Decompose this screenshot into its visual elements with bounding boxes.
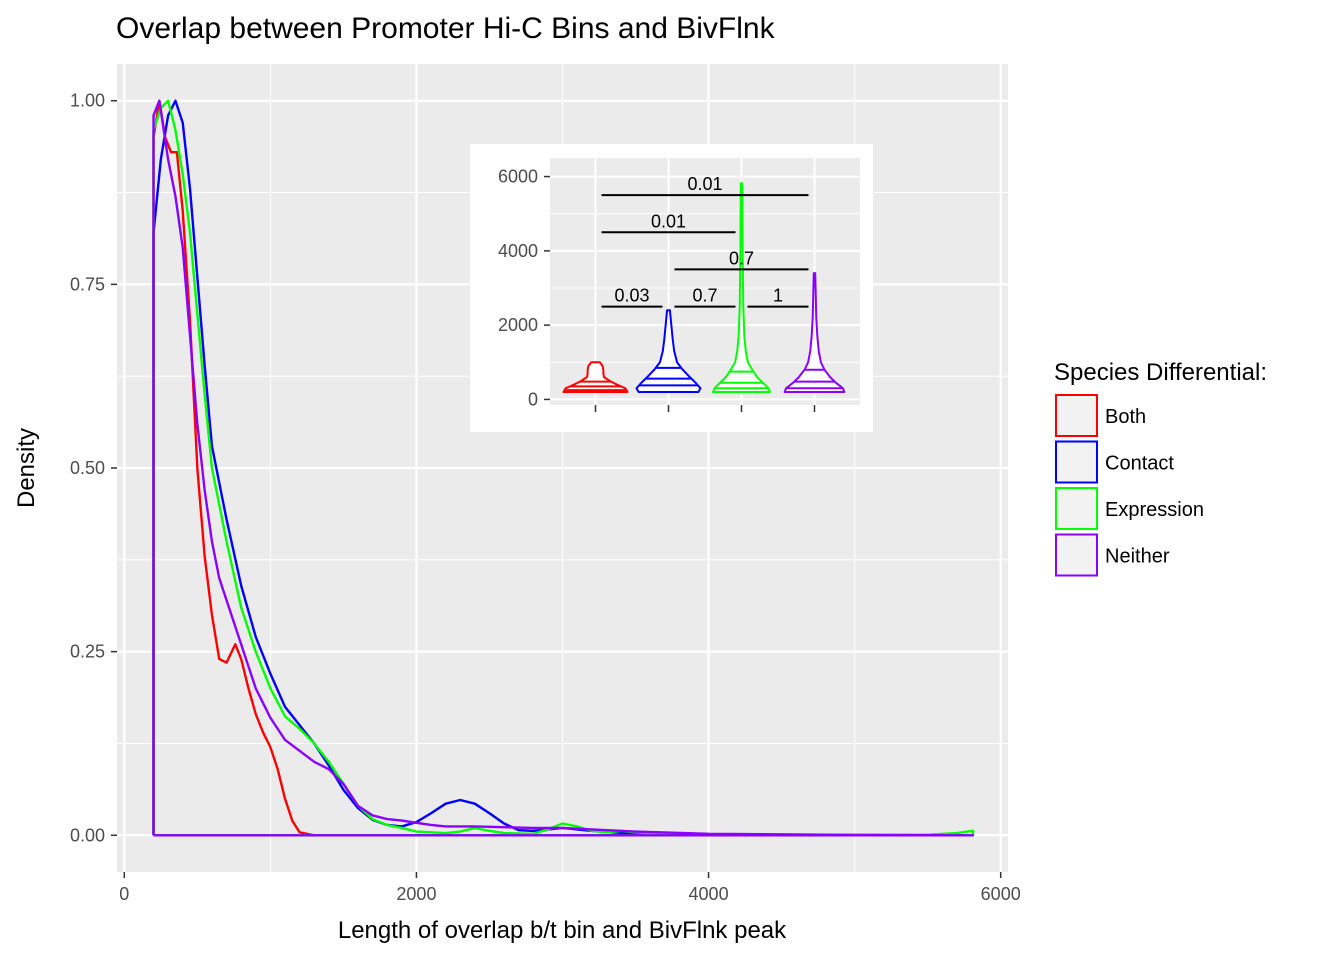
inset-violins xyxy=(562,182,846,393)
x-tick-label: 4000 xyxy=(689,884,729,904)
violin-contact xyxy=(635,309,702,393)
legend-key-neither xyxy=(1055,533,1098,577)
comparison-pvalue: 0.7 xyxy=(692,286,717,306)
legend-label-contact: Contact xyxy=(1105,453,1174,475)
comparison-pvalue: 0.7 xyxy=(729,248,754,268)
legend-label-both: Both xyxy=(1105,406,1146,428)
inset-comparisons: 0.03 0.7 1 0.7 0.010.01 xyxy=(601,174,809,308)
comparison-pvalue: 0.01 xyxy=(687,174,722,194)
density-curves xyxy=(152,99,975,837)
legend-key-contact xyxy=(1055,440,1098,484)
comparison-pvalue: 1 xyxy=(773,286,783,306)
comparison-pvalue: 0.01 xyxy=(651,211,686,231)
density-line-both xyxy=(152,99,975,837)
legend: Species Differential: Both Contact Express… xyxy=(1054,359,1267,577)
x-tick-label: 2000 xyxy=(396,884,436,904)
x-tick-label: 6000 xyxy=(981,884,1021,904)
legend-label-neither: Neither xyxy=(1105,546,1170,568)
chart-title: Overlap between Promoter Hi-C Bins and B… xyxy=(116,12,776,45)
inset-y-tick-label: 4000 xyxy=(498,241,538,261)
y-axis-title: Density xyxy=(13,428,40,508)
inset-axes: 0 2000 4000 6000 xyxy=(498,167,816,412)
y-tick-label: 0.25 xyxy=(70,642,105,662)
comparison-pvalue: 0.03 xyxy=(614,286,649,306)
inset-y-tick-label: 6000 xyxy=(498,167,538,187)
inset-y-tick-label: 0 xyxy=(528,389,538,409)
y-tick-label: 1.00 xyxy=(70,91,105,111)
violin-expression xyxy=(712,182,771,393)
density-line-neither xyxy=(152,99,975,837)
inset-y-tick-label: 2000 xyxy=(498,315,538,335)
inset-plot: 0.03 0.7 1 0.7 0.010.01 0 2000 4000 6000 xyxy=(470,144,873,432)
main-axes: 0 2000 4000 6000 0.00 0.25 0.50 0.75 1.00 xyxy=(70,91,1021,904)
legend-items: Both Contact Expression Neither xyxy=(1055,394,1204,577)
legend-title: Species Differential: xyxy=(1054,359,1267,386)
legend-key-both xyxy=(1055,394,1098,437)
legend-key-expression xyxy=(1055,487,1098,530)
y-tick-label: 0.75 xyxy=(70,274,105,294)
y-tick-label: 0.00 xyxy=(70,825,105,845)
x-tick-label: 0 xyxy=(119,884,129,904)
x-axis-title: Length of overlap b/t bin and BivFlnk pe… xyxy=(338,917,787,944)
y-tick-label: 0.50 xyxy=(70,458,105,478)
legend-label-expression: Expression xyxy=(1105,499,1204,521)
